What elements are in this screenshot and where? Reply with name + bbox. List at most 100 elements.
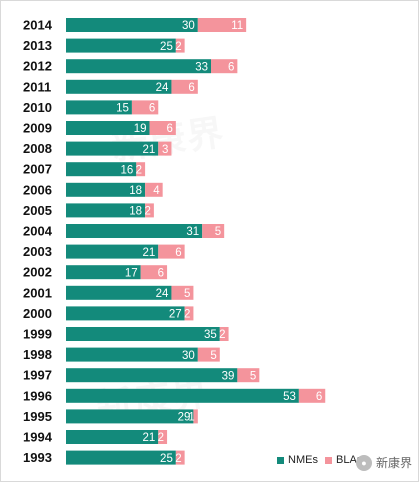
data-label-nmes: 18: [129, 206, 142, 218]
data-label-nmes: 17: [125, 267, 138, 279]
data-label-blas: 5: [215, 226, 221, 238]
data-label-nmes: 19: [134, 123, 147, 135]
bar-blas: [175, 450, 185, 465]
year-label: 2014: [23, 18, 53, 33]
bar-blas: [149, 121, 176, 135]
data-label-nmes: 18: [129, 185, 142, 197]
bar-nmes: [66, 388, 299, 403]
legend-swatch-nmes: [277, 456, 284, 464]
year-label: 2001: [23, 285, 52, 300]
bar-blas: [184, 306, 194, 321]
data-label-nmes: 16: [121, 164, 134, 176]
data-label-blas: 3: [162, 144, 168, 156]
data-label-blas: 2: [144, 206, 150, 218]
wechat-icon: ●: [355, 454, 372, 471]
data-label-blas: 2: [158, 432, 164, 444]
year-label: 2013: [23, 38, 52, 53]
data-label-nmes: 24: [156, 288, 169, 300]
data-label-nmes: 15: [116, 103, 129, 115]
data-label-blas: 6: [316, 391, 322, 403]
bar-nmes: [66, 141, 159, 156]
data-label-blas: 5: [184, 288, 190, 300]
year-label: 1997: [23, 368, 52, 383]
year-label: 1996: [23, 388, 52, 403]
bar-nmes: [66, 430, 159, 444]
year-label: 1994: [23, 430, 53, 445]
bar-blas: [158, 141, 172, 156]
bar-blas: [145, 203, 154, 218]
bar-nmes: [66, 59, 211, 74]
bar-blas: [193, 409, 198, 424]
year-label: 2003: [23, 244, 52, 259]
bar-nmes: [66, 306, 185, 321]
bar-nmes: [66, 347, 198, 362]
data-label-blas: 6: [158, 267, 164, 279]
data-label-blas: 1: [188, 412, 194, 424]
bar-blas: [219, 327, 229, 341]
bar-blas: [237, 368, 260, 383]
data-label-blas: 6: [228, 61, 234, 73]
bar-blas: [171, 79, 198, 94]
data-label-blas: 11: [231, 20, 243, 32]
data-label-blas: 6: [166, 123, 172, 135]
bar-nmes: [66, 368, 238, 383]
data-label-nmes: 24: [156, 82, 169, 94]
bar-nmes: [66, 100, 132, 115]
data-label-nmes: 29: [178, 412, 191, 424]
data-label-blas: 6: [149, 103, 155, 115]
data-label-nmes: 53: [283, 391, 296, 403]
year-label: 2004: [23, 224, 53, 239]
data-label-nmes: 25: [160, 453, 173, 465]
bar-nmes: [66, 162, 137, 177]
year-label: 1998: [23, 347, 52, 362]
legend-label-blas: BLAs: [336, 454, 363, 466]
bar-blas: [171, 285, 194, 300]
year-label: 2000: [23, 306, 52, 321]
data-label-nmes: 30: [182, 20, 195, 32]
data-label-nmes: 21: [142, 144, 155, 156]
data-label-blas: 2: [136, 164, 142, 176]
year-label: 1999: [23, 327, 52, 342]
data-label-nmes: 21: [142, 247, 155, 259]
bar-nmes: [66, 327, 220, 341]
data-label-nmes: 25: [160, 41, 173, 53]
legend-item-nmes: NMEs: [277, 454, 318, 466]
bar-nmes: [66, 38, 176, 53]
data-label-blas: 5: [210, 350, 216, 362]
bar-blas: [158, 244, 185, 259]
bar-blas: [211, 59, 238, 74]
year-label: 2012: [23, 59, 52, 74]
bar-blas: [145, 182, 163, 197]
bar-nmes: [66, 409, 194, 424]
data-label-blas: 2: [175, 453, 181, 465]
data-label-blas: 4: [153, 185, 160, 197]
data-label-nmes: 39: [222, 370, 235, 382]
bar-blas: [140, 265, 168, 280]
legend-swatch-blas: [325, 456, 332, 464]
bar-blas: [298, 388, 326, 403]
data-label-blas: 2: [219, 329, 225, 341]
year-label: 2007: [23, 162, 52, 177]
bar-nmes: [66, 203, 146, 218]
bar-blas: [197, 18, 247, 32]
data-label-nmes: 21: [142, 432, 155, 444]
year-label: 2008: [23, 141, 52, 156]
bar-nmes: [66, 244, 159, 259]
bar-blas: [131, 100, 159, 115]
year-label: 2005: [23, 203, 52, 218]
brand-label: 新康界: [375, 456, 412, 470]
year-label: 2002: [23, 265, 52, 280]
bar-nmes: [66, 450, 176, 465]
bar-nmes: [66, 18, 198, 32]
year-label: 2006: [23, 182, 52, 197]
bar-nmes: [66, 121, 150, 135]
bar-nmes: [66, 79, 172, 94]
year-label: 2011: [23, 79, 51, 94]
legend-label-nmes: NMEs: [288, 454, 318, 466]
bar-blas: [158, 430, 168, 444]
data-label-nmes: 31: [186, 226, 199, 238]
year-label: 1995: [23, 409, 52, 424]
data-label-nmes: 30: [182, 350, 195, 362]
data-label-nmes: 27: [169, 309, 182, 321]
